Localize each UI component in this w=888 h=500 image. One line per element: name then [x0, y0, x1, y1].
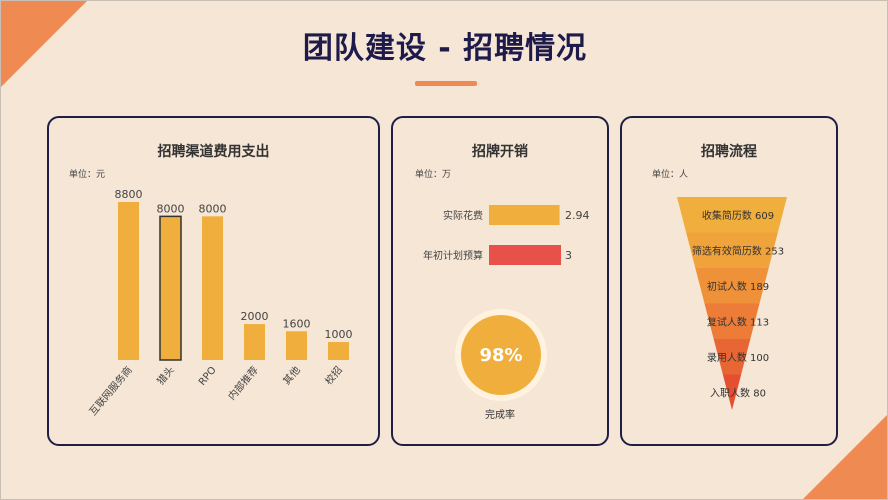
x-tick-label: RPO	[197, 365, 219, 388]
hbar-category-label: 年初计划预算	[423, 249, 483, 262]
hbar-value-label: 3	[565, 249, 572, 262]
funnel-stage-label: 入职人数 80	[710, 386, 766, 399]
x-tick-label: 其他	[280, 364, 303, 388]
x-tick-label: 猎头	[154, 364, 177, 388]
process-title: 招聘流程	[701, 144, 757, 160]
funnel-stage-label: 复试人数 113	[707, 315, 769, 328]
process-unit: 单位：人	[652, 170, 689, 180]
bar-1	[118, 202, 139, 360]
funnel-segment-4	[704, 303, 760, 339]
funnel-segment-1	[677, 197, 787, 233]
funnel-segment-2	[686, 232, 778, 268]
x-tick-label: 校招	[322, 364, 345, 388]
funnel-stage-label: 筛选有效简历数 253	[692, 244, 784, 257]
completion-rate-value: 98%	[479, 345, 522, 366]
expense-chart: 实际花费 2.94 年初计划预算 3 98%	[423, 205, 590, 401]
funnel-stage-label: 收集简历数 609	[702, 209, 774, 222]
funnel-segment-3	[695, 268, 769, 304]
bar-value-label: 2000	[241, 310, 269, 323]
hbar-category-label: 实际花费	[443, 209, 483, 222]
hbar-value-label: 2.94	[565, 209, 590, 222]
expense-unit: 单位：万	[415, 170, 452, 180]
funnel-stage-label: 初试人数 189	[707, 280, 769, 293]
bar-6	[328, 342, 349, 360]
completion-circle	[461, 315, 541, 395]
process-funnel-chart: 收集简历数 609 筛选有效简历数 253 初试人数 189 复试人数 113 录用人数…	[677, 197, 787, 410]
title-underline	[415, 81, 477, 86]
bar-value-label: 8000	[157, 202, 185, 215]
hbar-2	[489, 245, 561, 265]
bar-5	[286, 331, 307, 360]
channel-cost-chart: 8800 互联网服务商 8000 猎头 8000 RPO 2000 内部推荐 1600 其他 100…	[86, 188, 353, 418]
completion-rate-label: 完成率	[485, 410, 515, 421]
channel-cost-panel: 招聘渠道费用支出 单位：元 8800 互联网服务商 8000 猎头 8000 RPO 200…	[47, 116, 380, 446]
bar-2	[159, 215, 182, 361]
process-panel: 招聘流程 单位：人 收集简历数 609 筛选有效简历数 253 初试人数 189 复试…	[620, 116, 838, 446]
funnel-segment-5	[713, 339, 751, 375]
bar-value-label: 1600	[283, 317, 311, 330]
corner-decoration-bottom-right	[803, 415, 887, 499]
bar-4	[244, 324, 265, 360]
funnel-segment-6	[722, 374, 742, 410]
channel-cost-unit: 单位：元	[69, 170, 106, 180]
x-tick-label: 内部推荐	[225, 364, 261, 403]
expense-title: 招牌开销	[472, 144, 528, 160]
corner-decoration-top-left	[1, 1, 87, 87]
page-title: 团队建设 - 招聘情况	[302, 31, 588, 66]
bar-value-label: 8800	[115, 188, 143, 201]
hbar-1	[489, 205, 560, 225]
bar-3	[202, 216, 223, 360]
channel-cost-title: 招聘渠道费用支出	[157, 144, 270, 160]
bar-value-label: 8000	[199, 202, 227, 215]
bar-value-label: 1000	[325, 328, 353, 341]
x-tick-label: 互联网服务商	[86, 364, 135, 418]
funnel-stage-label: 录用人数 100	[707, 351, 769, 364]
expense-panel: 招牌开销 单位：万 实际花费 2.94 年初计划预算 3 98% 完成率	[391, 116, 609, 446]
